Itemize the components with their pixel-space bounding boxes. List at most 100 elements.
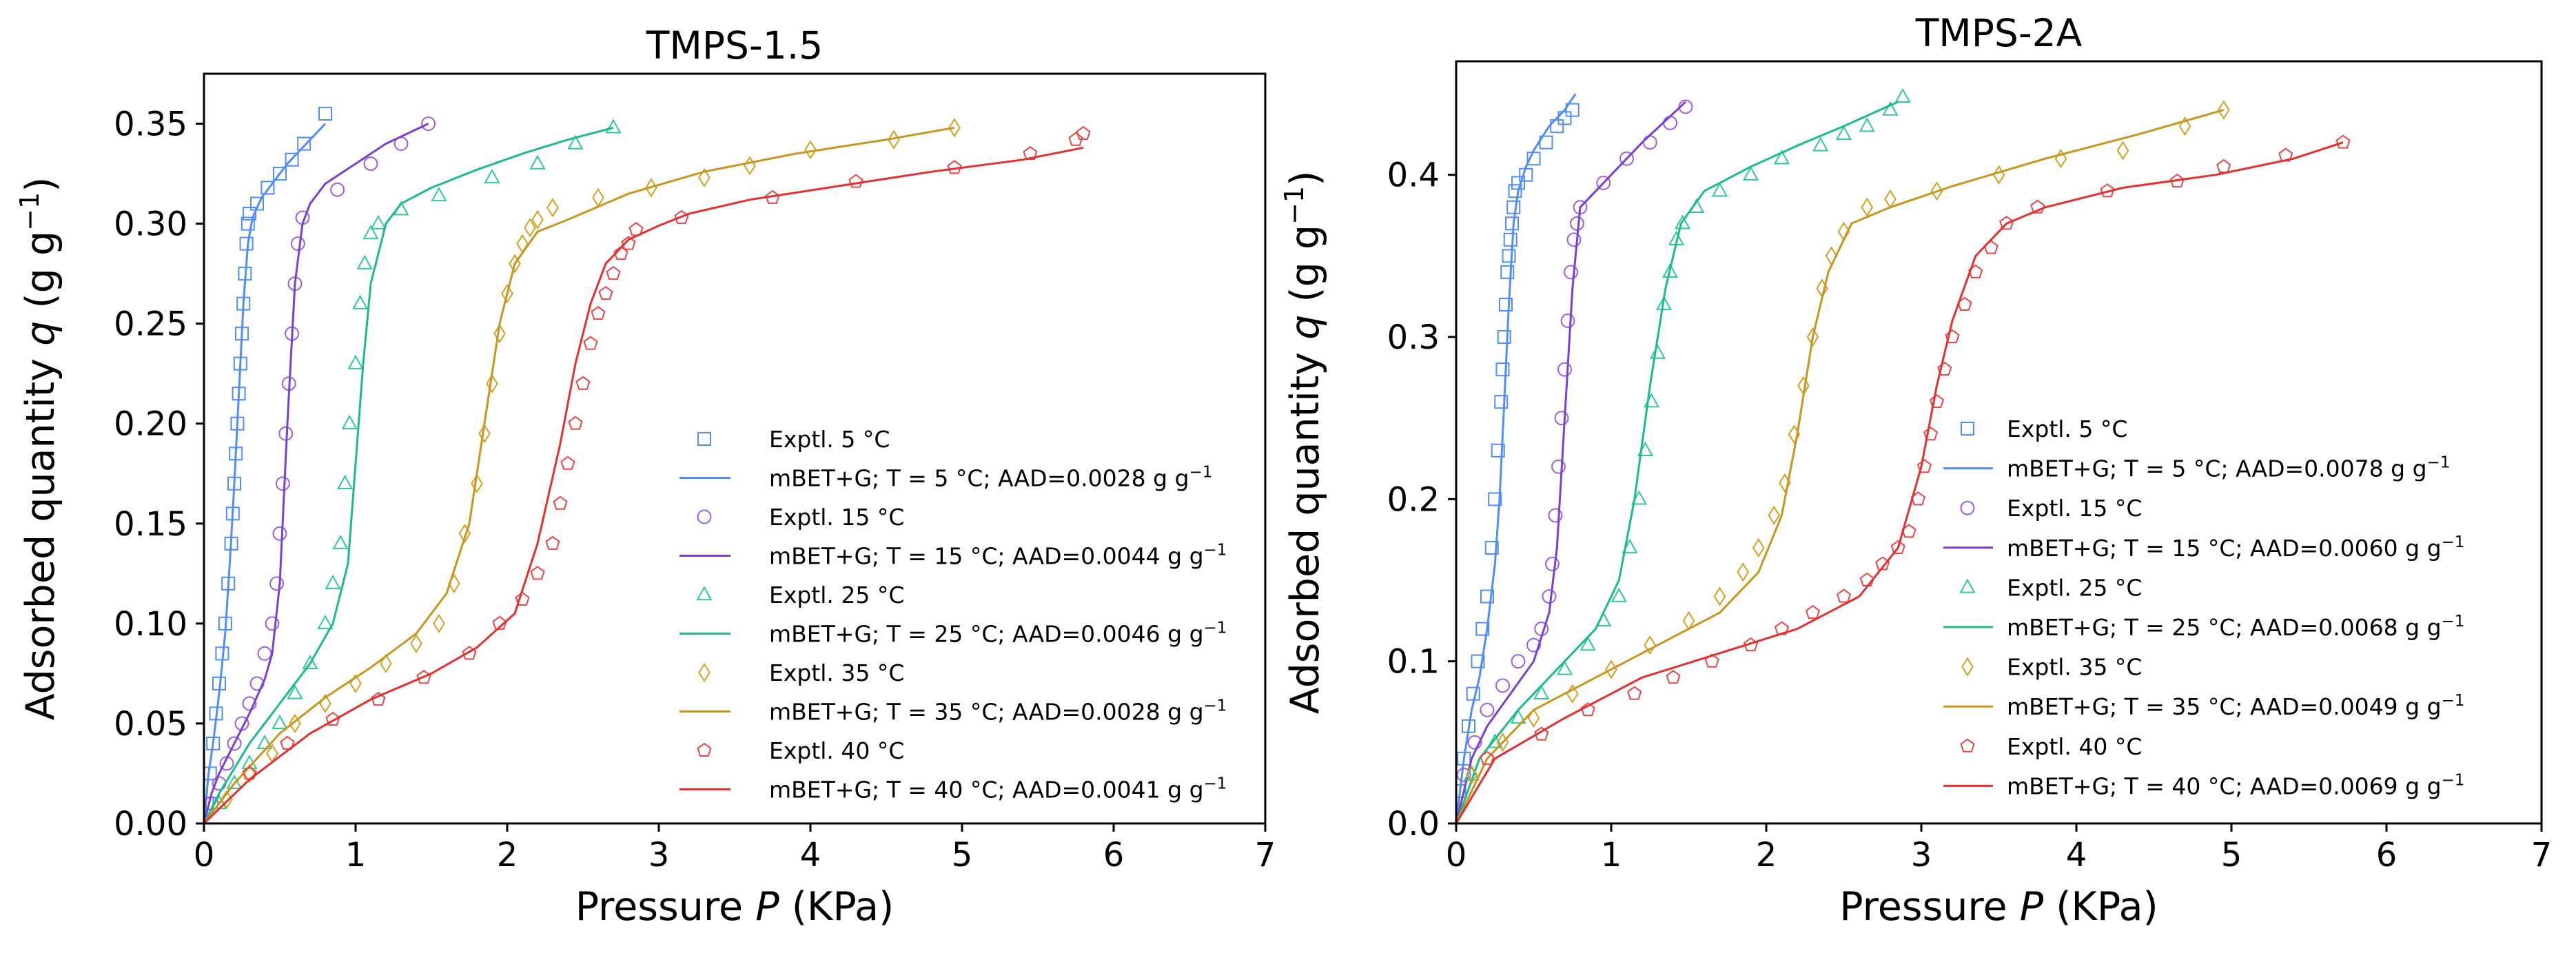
data-point — [362, 225, 379, 240]
data-point — [2216, 158, 2231, 173]
y-tick-label: 0.3 — [1387, 318, 1440, 357]
y-tick-label: 0.1 — [1387, 643, 1440, 682]
data-point — [1557, 111, 1572, 125]
data-point — [1471, 654, 1485, 668]
data-point — [290, 236, 305, 252]
data-point — [1506, 200, 1521, 214]
data-point — [1742, 165, 1759, 181]
data-points-1 — [204, 107, 332, 810]
data-point — [317, 614, 334, 630]
data-point — [363, 156, 378, 172]
data-point — [341, 414, 358, 429]
data-point — [1619, 151, 1634, 166]
data-point — [1805, 604, 1821, 619]
data-point — [583, 336, 598, 350]
data-point — [241, 216, 255, 231]
plot-frame — [1455, 60, 2543, 825]
fit-line-4 — [204, 123, 429, 823]
data-point — [371, 691, 386, 706]
x-tick-label: 1 — [1601, 836, 1622, 874]
y-tick-label: 0.30 — [114, 205, 187, 244]
data-point — [1542, 589, 1557, 604]
data-point — [1068, 132, 1083, 146]
data-point — [1475, 622, 1490, 636]
data-point — [2217, 100, 2230, 120]
data-point — [287, 684, 303, 699]
data-point — [242, 696, 257, 711]
data-point — [1491, 443, 1505, 458]
data-point — [1812, 136, 1829, 152]
data-point — [462, 646, 477, 660]
data-point — [1930, 181, 1943, 201]
data-point — [1566, 232, 1582, 247]
data-point — [1894, 88, 1911, 103]
legend-marker — [1959, 578, 1976, 593]
data-point — [1580, 636, 1596, 651]
y-tick-label: 0.4 — [1387, 156, 1440, 195]
data-point — [337, 474, 354, 489]
data-point — [1465, 765, 1478, 785]
x-tick-label: 6 — [1103, 836, 1125, 874]
data-point — [1596, 176, 1611, 190]
data-point — [1560, 314, 1575, 328]
data-point — [947, 160, 962, 174]
y-axis-label: Adsorbed quantity q (g g−1) — [1279, 171, 1328, 715]
data-points-3 — [204, 116, 436, 811]
x-tick-label: 2 — [497, 836, 518, 874]
data-point — [1992, 165, 2005, 185]
data-point — [613, 245, 628, 260]
data-point — [1533, 684, 1550, 699]
data-point — [2116, 141, 2129, 161]
legend-label: Exptl. 15 °C — [2007, 495, 2142, 522]
data-point — [1644, 635, 1657, 655]
data-point — [524, 218, 536, 238]
legend-marker — [696, 586, 713, 601]
legend: Exptl. 5 °C mBET+G; T = 5 °C; AAD=0.0028 … — [679, 426, 1227, 803]
data-point — [352, 294, 369, 309]
data-point — [606, 265, 621, 280]
data-point — [744, 156, 756, 176]
data-point — [567, 134, 584, 150]
data-point — [285, 152, 299, 167]
data-point — [1859, 117, 1875, 132]
x-tick-label: 6 — [2376, 836, 2398, 874]
data-point — [1495, 678, 1510, 693]
data-point — [1497, 330, 1511, 345]
data-point — [509, 254, 521, 274]
x-tick-label: 0 — [194, 836, 215, 874]
data-point — [478, 424, 491, 444]
legend-label: mBET+G; T = 25 °C; AAD=0.0068 g g−1 — [2007, 613, 2464, 641]
data-point — [1495, 362, 1510, 377]
data-point — [1666, 670, 1681, 684]
legend-label: mBET+G; T = 35 °C; AAD=0.0028 g g−1 — [769, 697, 1227, 726]
data-point — [289, 713, 301, 733]
data-point — [1655, 296, 1673, 311]
y-tick-label: 0.25 — [114, 305, 187, 344]
data-point — [1548, 508, 1563, 523]
legend-label: Exptl. 25 °C — [769, 582, 904, 608]
data-point — [1565, 103, 1580, 117]
series-group — [1456, 88, 2351, 823]
data-point — [486, 373, 498, 393]
legend-label: mBET+G; T = 15 °C; AAD=0.0044 g g−1 — [769, 542, 1227, 570]
data-point — [318, 107, 332, 121]
data-point — [1534, 726, 1549, 741]
data-point — [1484, 540, 1499, 555]
data-point — [273, 167, 287, 181]
legend-label: mBET+G; T = 40 °C; AAD=0.0069 g g−1 — [2007, 771, 2464, 799]
legend-label: Exptl. 25 °C — [2007, 574, 2142, 601]
data-point — [1456, 767, 1471, 782]
data-point — [302, 655, 318, 670]
legend-marker — [1960, 738, 1975, 752]
series-group — [204, 107, 1091, 823]
chart-title: TMPS-2A — [1915, 11, 2083, 55]
data-point — [1550, 119, 1564, 134]
legend-label: Exptl. 5 °C — [2007, 416, 2127, 442]
data-point — [515, 591, 530, 606]
y-tick-label: 0.0 — [1387, 805, 1440, 843]
plot-frame — [203, 72, 1267, 825]
data-point — [493, 324, 506, 344]
data-point — [545, 535, 560, 550]
data-point — [1499, 297, 1513, 311]
